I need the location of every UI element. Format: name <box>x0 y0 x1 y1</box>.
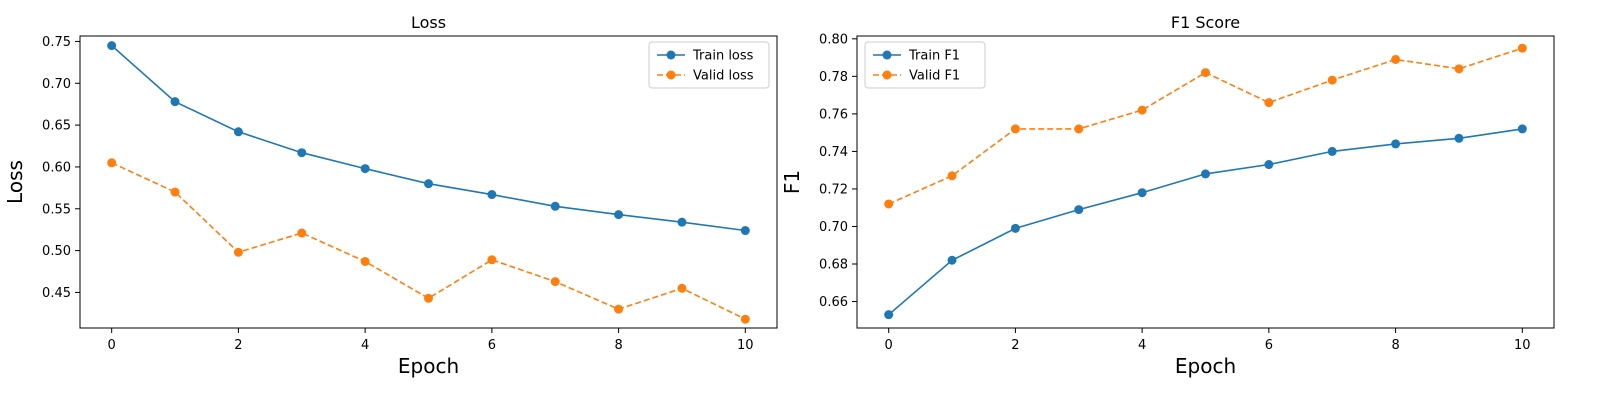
data-point <box>550 201 560 211</box>
data-point <box>1391 54 1401 64</box>
chart-1: Loss 0 2 4 6 8 10 0.45 0.50 0.55 0.60 0.65 0.70 0.75 E… <box>3 13 778 378</box>
data-point <box>107 158 117 168</box>
y-tick-label: 0.72 <box>819 182 848 197</box>
plot-area-frame <box>79 35 778 329</box>
data-point <box>297 148 307 158</box>
legend-label: Train loss <box>692 49 754 64</box>
data-point <box>233 247 243 257</box>
y-axis-label: Loss <box>3 160 27 204</box>
y-tick-label: 0.55 <box>42 202 71 217</box>
chart-title: F1 Score <box>1171 13 1240 32</box>
series-line-train-f1 <box>888 128 1523 316</box>
x-axis-label: Epoch <box>398 354 459 378</box>
x-tick-label: 2 <box>234 338 242 353</box>
data-point <box>1327 75 1337 85</box>
data-point <box>740 226 750 236</box>
data-point <box>1517 124 1527 134</box>
x-tick-label: 0 <box>885 338 893 353</box>
data-point <box>677 283 687 293</box>
y-tick-label: 0.78 <box>819 70 848 85</box>
data-point <box>360 164 370 174</box>
x-tick-label: 6 <box>488 338 496 353</box>
data-point <box>614 210 624 220</box>
x-tick-label: 0 <box>108 338 116 353</box>
data-point <box>170 187 180 197</box>
legend-box <box>864 41 986 89</box>
x-tick-label: 4 <box>1138 338 1146 353</box>
y-tick-label: 0.76 <box>819 107 848 122</box>
data-point <box>233 127 243 137</box>
data-point <box>1074 205 1084 215</box>
data-point <box>614 304 624 314</box>
data-point <box>107 41 117 51</box>
data-point <box>1264 160 1274 170</box>
data-point <box>947 255 957 265</box>
series-line-valid-loss <box>111 162 746 320</box>
legend-marker <box>666 50 676 60</box>
y-tick-label: 0.80 <box>819 32 848 47</box>
data-point <box>1454 64 1464 74</box>
y-tick-label: 0.70 <box>819 220 848 235</box>
legend-marker <box>666 70 676 80</box>
data-point <box>1137 105 1147 115</box>
data-point <box>1201 68 1210 78</box>
data-point <box>424 179 433 189</box>
plot-area-frame <box>856 35 1555 329</box>
data-point <box>424 293 433 303</box>
y-axis-label: F1 <box>780 170 804 194</box>
data-point <box>884 310 894 320</box>
data-point <box>1137 188 1147 198</box>
legend-label: Valid loss <box>693 69 754 84</box>
x-tick-label: 2 <box>1011 338 1019 353</box>
data-point <box>360 256 370 266</box>
data-point <box>170 97 180 107</box>
data-point <box>1517 43 1527 53</box>
data-point <box>677 217 687 227</box>
y-tick-label: 0.60 <box>42 160 71 175</box>
data-point <box>487 190 497 200</box>
legend-box <box>648 41 770 89</box>
chart-2: F1 Score 0 2 4 6 8 10 0.66 0.68 0.70 0.72 0.74 0.76 0… <box>780 13 1555 378</box>
legend-label: Train F1 <box>908 49 960 64</box>
data-point <box>297 228 307 238</box>
legend-marker <box>882 50 892 60</box>
data-point <box>487 255 497 265</box>
data-point <box>740 314 750 324</box>
data-point <box>550 277 560 287</box>
y-tick-label: 0.70 <box>42 77 71 92</box>
x-tick-label: 10 <box>1514 338 1531 353</box>
chart-title: Loss <box>411 13 446 32</box>
y-tick-label: 0.66 <box>819 295 848 310</box>
data-point <box>947 171 957 181</box>
y-tick-label: 0.65 <box>42 119 71 134</box>
y-tick-label: 0.45 <box>42 286 71 301</box>
legend-label: Valid F1 <box>909 69 960 84</box>
x-tick-label: 6 <box>1265 338 1273 353</box>
data-point <box>1264 98 1274 108</box>
data-point <box>1327 146 1337 156</box>
data-point <box>1201 169 1210 179</box>
x-tick-label: 10 <box>737 338 754 353</box>
legend: Train loss Valid loss <box>648 41 770 89</box>
legend-marker <box>882 70 892 80</box>
y-tick-label: 0.68 <box>819 258 848 273</box>
x-tick-label: 8 <box>614 338 622 353</box>
x-tick-label: 8 <box>1391 338 1399 353</box>
data-point <box>1074 124 1084 134</box>
data-point <box>1391 139 1401 149</box>
data-point <box>1454 133 1464 143</box>
data-point <box>884 199 894 209</box>
data-point <box>1010 223 1020 233</box>
y-tick-label: 0.75 <box>42 35 71 50</box>
x-axis-label: Epoch <box>1175 354 1236 378</box>
data-point <box>1010 124 1020 134</box>
legend: Train F1 Valid F1 <box>864 41 986 89</box>
y-tick-label: 0.74 <box>819 145 848 160</box>
x-tick-label: 4 <box>361 338 369 353</box>
y-tick-label: 0.50 <box>42 244 71 259</box>
